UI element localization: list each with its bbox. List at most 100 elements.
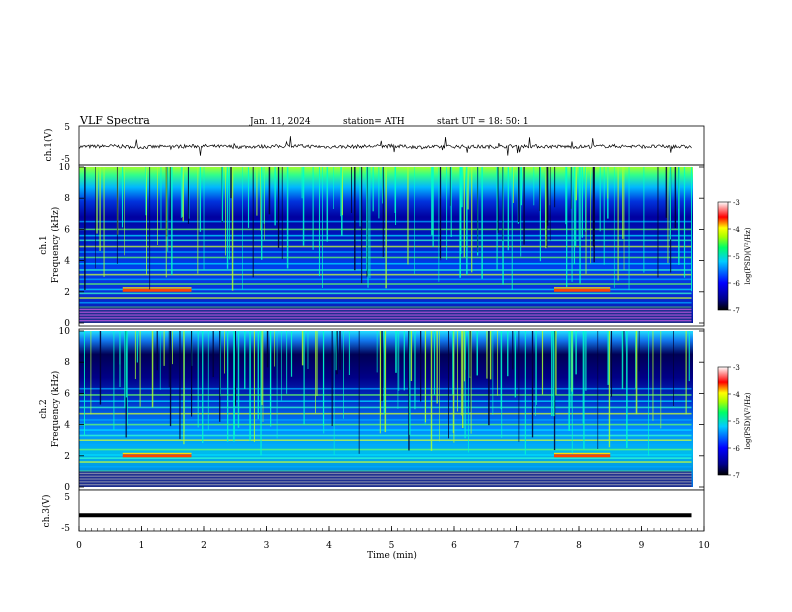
- ch2-frequency-ylabel: Frequency (kHz): [50, 371, 61, 448]
- x-tick-label: 7: [514, 541, 520, 551]
- ch1-waveform-line: [78, 136, 692, 156]
- y-tick-label: 0: [64, 483, 70, 493]
- y-tick-label: 10: [59, 163, 71, 173]
- ch3-ytick-top: 5: [64, 493, 70, 503]
- tone-highlight-edge: [554, 287, 611, 289]
- x-axis: 0 1 2 3 4 5 6 7 8 9 10: [76, 526, 710, 551]
- ch1-spectrogram-features: [79, 167, 693, 326]
- ch3-waveform-ylabel: ch.3(V): [41, 495, 52, 528]
- x-tick-label: 3: [264, 541, 270, 551]
- colorbar-tick-label: -4: [733, 226, 740, 234]
- freq-band: [79, 269, 692, 271]
- zero-strip: [79, 487, 692, 490]
- ch1-frequency-ylabel: Frequency (kHz): [50, 207, 61, 284]
- ch2-colorbar: [717, 366, 729, 476]
- ch2-spectrogram-ylabel: ch.2: [39, 399, 49, 418]
- tone-highlight: [554, 454, 611, 458]
- colorbar-tick-label: -5: [733, 418, 740, 426]
- ch2-colorbar-label: log(PSD)(V²/Hz): [744, 392, 752, 449]
- x-tick-label: 9: [639, 541, 645, 551]
- ch1-waveform-panel: 5 -5 ch.1(V): [43, 123, 705, 166]
- colorbar-tick-label: -3: [733, 364, 740, 372]
- low-freq-line: [79, 317, 692, 319]
- low-freq-line: [79, 475, 692, 477]
- freq-band: [79, 283, 692, 285]
- colorbar-tick-label: -7: [733, 307, 740, 315]
- ch2-spectrogram-features: [79, 331, 692, 490]
- low-freq-line: [79, 320, 692, 322]
- low-freq-line: [79, 481, 692, 483]
- ch1-colorbar-label: log(PSD)(V²/Hz): [744, 227, 752, 284]
- colorbar-tick-label: -6: [733, 445, 740, 453]
- freq-band: [79, 454, 692, 456]
- y-tick-label: 6: [64, 225, 70, 235]
- x-tick-label: 6: [451, 541, 457, 551]
- low-freq-line: [79, 472, 692, 475]
- x-tick-label: 2: [201, 541, 207, 551]
- low-freq-line: [79, 484, 692, 486]
- start-ut-label: start UT = 18: 50: 1: [437, 117, 529, 127]
- ch1-waveform-ylabel: ch.1(V): [43, 129, 54, 162]
- y-tick-label: 4: [64, 421, 70, 431]
- figure-title: VLF Spectra: [79, 114, 150, 127]
- y-tick-label: 8: [64, 194, 70, 204]
- y-tick-label: 2: [64, 452, 70, 462]
- x-tick-label: 1: [139, 541, 145, 551]
- tone-highlight-edge: [122, 287, 192, 289]
- freq-band: [79, 256, 692, 259]
- freq-band: [79, 228, 692, 231]
- colorbar-tick-label: -4: [733, 391, 740, 399]
- freq-band: [79, 245, 692, 248]
- tone-highlight-edge: [554, 452, 611, 454]
- x-tick-label: 4: [326, 541, 332, 551]
- freq-band: [79, 297, 692, 299]
- station-label: station= ATH: [343, 117, 405, 127]
- colorbar-tick-label: -6: [733, 280, 740, 288]
- ch3-waveform-frame: [78, 489, 705, 532]
- y-tick-label: 6: [64, 389, 70, 399]
- x-tick-label: 5: [389, 541, 395, 551]
- freq-band: [79, 461, 692, 463]
- freq-band: [79, 457, 692, 459]
- x-axis-label: Time (min): [367, 550, 417, 561]
- colorbar-tick-label: -3: [733, 199, 740, 207]
- freq-band: [79, 439, 692, 441]
- freq-band: [79, 220, 692, 223]
- x-tick-label: 0: [76, 541, 82, 551]
- tone-highlight: [122, 288, 192, 292]
- ch1-colorbar: [717, 201, 729, 311]
- tone-highlight: [122, 454, 192, 458]
- x-tick-label: 8: [576, 541, 582, 551]
- y-tick-label: 4: [64, 257, 70, 267]
- freq-band: [79, 292, 692, 295]
- y-tick-label: 0: [64, 319, 70, 329]
- freq-band: [79, 234, 692, 237]
- freq-band: [79, 434, 692, 437]
- ch3-ytick-bottom: -5: [61, 524, 70, 534]
- y-tick-label: 8: [64, 358, 70, 368]
- freq-band: [79, 448, 692, 451]
- low-freq-line: [79, 311, 692, 313]
- ch3-waveform-panel: 5 -5 ch.3(V): [41, 489, 705, 534]
- ch1-ytick-bottom: -5: [61, 155, 70, 165]
- low-freq-line: [79, 308, 692, 311]
- zero-strip: [79, 323, 692, 326]
- freq-band: [79, 239, 692, 242]
- ch1-ytick-top: 5: [64, 123, 70, 133]
- ch1-spectrogram-frame: [78, 164, 705, 327]
- freq-band: [79, 288, 692, 291]
- x-tick-label: 10: [698, 541, 710, 551]
- freq-band: [79, 444, 692, 446]
- ch1-spectrogram-ylabel: ch.1: [39, 235, 49, 254]
- y-tick-label: 10: [59, 327, 71, 337]
- freq-band: [79, 465, 692, 468]
- colorbar-tick-label: -5: [733, 253, 740, 261]
- freq-band: [79, 301, 692, 304]
- colorbar-tick-label: -7: [733, 472, 740, 480]
- freq-band: [79, 251, 692, 253]
- tone-highlight-edge: [122, 452, 192, 454]
- y-tick-label: 2: [64, 288, 70, 298]
